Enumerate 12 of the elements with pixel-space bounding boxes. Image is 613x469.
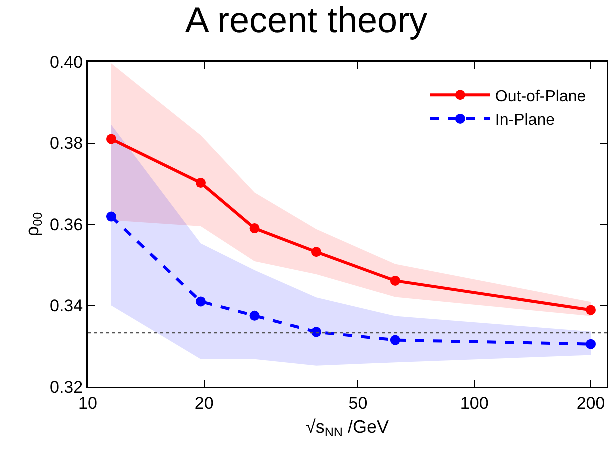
x-tick-label: 20 (194, 394, 214, 413)
x-tick-label: 100 (460, 394, 489, 413)
legend-label: Out-of-Plane (495, 88, 586, 106)
x-tick-label: 200 (576, 394, 606, 413)
chart-title: A recent theory (185, 0, 428, 40)
x-tick-label: 50 (348, 394, 368, 413)
y-tick-label: 0.38 (50, 134, 84, 154)
legend-label: In-Plane (495, 112, 556, 130)
y-tick-label: 0.34 (50, 296, 84, 316)
y-tick-label: 0.40 (50, 52, 84, 72)
x-axis-title: √s$_{NN}$ /GeV (306, 416, 390, 440)
y-tick-label: 0.36 (50, 215, 84, 234)
